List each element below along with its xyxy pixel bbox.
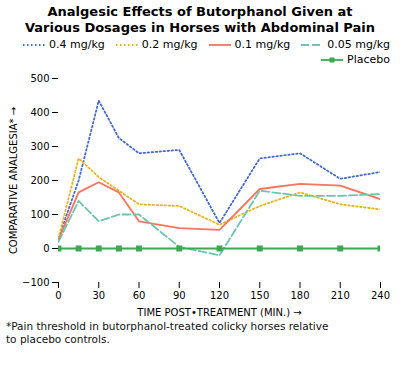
svg-text:500: 500 — [30, 73, 49, 84]
html-text:Analgesic Effects of Butorphan: Analgesic Effects of Butorphanol Given a… — [25, 4, 375, 35]
svg-text:300: 300 — [30, 141, 49, 152]
svg-text:90: 90 — [173, 290, 186, 301]
html-text:0.1 mg/kg: 0.1 mg/kg — [234, 38, 291, 52]
svg-text:120: 120 — [210, 290, 229, 301]
html-text:Placebo: Placebo — [347, 53, 390, 67]
svg-text:400: 400 — [30, 107, 49, 118]
svg-text:TIME POST•TREATMENT (MIN.) →: TIME POST•TREATMENT (MIN.) → — [136, 307, 301, 318]
svg-text:0: 0 — [55, 290, 61, 301]
svg-text:200: 200 — [30, 175, 49, 186]
svg-text:180: 180 — [290, 290, 309, 301]
svg-text:0: 0 — [43, 243, 49, 254]
svg-text:240: 240 — [371, 290, 390, 301]
svg-text:150: 150 — [250, 290, 269, 301]
html-text:0.4 mg/kg: 0.4 mg/kg — [49, 38, 105, 52]
html-text:*Pain threshold in butorphanol: *Pain threshold in butorphanol-treated c… — [6, 320, 329, 345]
svg-text:COMPARATIVE ANALGESIA* →: COMPARATIVE ANALGESIA* → — [8, 107, 19, 254]
svg-text:30: 30 — [92, 290, 105, 301]
html-text:0.2 mg/kg: 0.2 mg/kg — [141, 38, 198, 52]
svg-text:100: 100 — [30, 209, 49, 220]
svg-text:210: 210 — [331, 290, 350, 301]
svg-text:60: 60 — [133, 290, 146, 301]
html-text:0.05 mg/kg: 0.05 mg/kg — [327, 38, 390, 52]
svg-text:−100: −100 — [22, 277, 49, 288]
